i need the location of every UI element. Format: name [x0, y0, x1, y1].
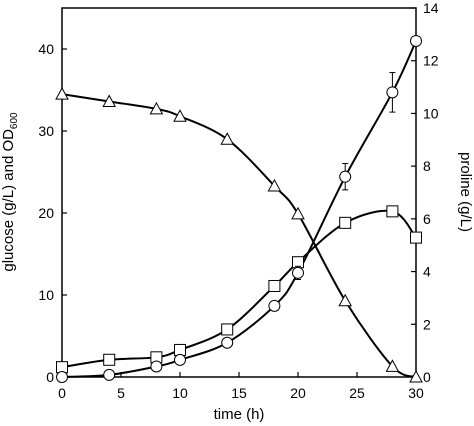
square-marker	[174, 343, 186, 356]
triangle-marker	[220, 132, 235, 145]
triangle-marker	[102, 94, 117, 107]
square-marker	[268, 279, 281, 292]
circle-marker	[292, 266, 304, 279]
right-y-tick-label: 6	[423, 211, 431, 227]
circle-marker	[150, 360, 163, 373]
left-y-axis-label: glucose (g/L) and OD600	[0, 112, 20, 272]
x-tick-label: 20	[290, 385, 306, 401]
x-tick-label: 5	[117, 385, 125, 401]
plot-frame	[61, 7, 417, 378]
right-y-tick-label: 10	[423, 105, 439, 121]
x-tick-label: 10	[172, 385, 188, 401]
left-y-tick-label: 30	[38, 123, 54, 139]
square-series-line	[61, 209, 417, 369]
circle-series-line	[61, 40, 417, 378]
markers	[55, 34, 423, 383]
triangle-series-line	[61, 93, 417, 378]
left-y-tick-label: 0	[46, 369, 54, 385]
right-y-tick-label: 0	[423, 369, 431, 385]
right-y-tick-label: 4	[423, 264, 431, 280]
circle-marker	[386, 86, 399, 99]
triangle-marker	[149, 101, 164, 115]
right-y-tick-label: 8	[423, 158, 431, 174]
circle-marker	[174, 353, 186, 366]
triangle-marker	[409, 369, 423, 383]
x-tick-label: 15	[231, 385, 247, 401]
right-y-axis-label: proline (g/L)	[457, 152, 474, 232]
x-axis-label: time (h)	[214, 406, 265, 423]
square-marker	[410, 231, 422, 244]
triangle-marker	[173, 109, 187, 122]
square-marker	[103, 353, 116, 366]
left-y-tick-label: 40	[38, 41, 54, 57]
triangle-marker	[385, 359, 400, 372]
curves	[61, 40, 417, 378]
square-marker	[386, 205, 399, 218]
circle-marker	[339, 170, 352, 183]
right-y-tick-label: 12	[423, 53, 439, 69]
right-y-tick-label: 14	[423, 0, 439, 16]
circle-marker	[103, 368, 116, 381]
triangle-marker	[267, 178, 282, 192]
left-y-axis-label-main: glucose (g/L) and OD	[0, 129, 17, 272]
circle-marker	[56, 371, 68, 383]
square-marker	[339, 216, 352, 229]
left-y-tick-label: 20	[38, 205, 54, 221]
left-y-tick-label: 10	[38, 287, 54, 303]
triangle-marker	[55, 87, 69, 100]
x-tick-label: 25	[349, 385, 365, 401]
square-marker	[221, 323, 234, 336]
circle-marker	[268, 299, 281, 312]
x-tick-label: 0	[58, 385, 66, 401]
circle-marker	[410, 34, 422, 47]
right-y-tick-label: 2	[423, 316, 431, 332]
circle-marker	[221, 336, 234, 349]
x-tick-label: 30	[408, 385, 424, 401]
triangle-marker	[338, 293, 353, 307]
left-y-axis-label-subscript: 600	[9, 112, 20, 129]
triangle-marker	[291, 206, 305, 220]
